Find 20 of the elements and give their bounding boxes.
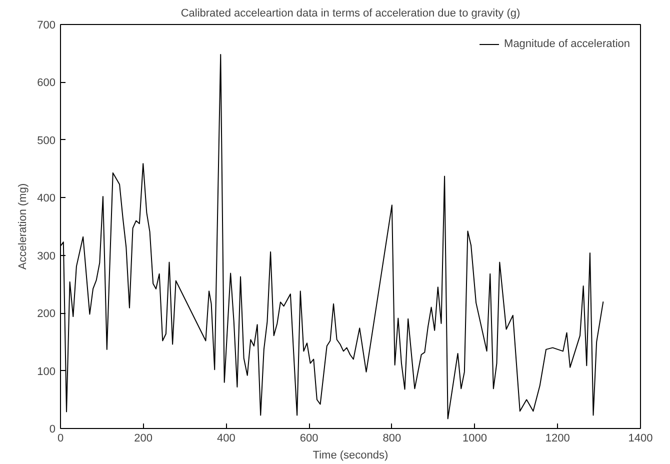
x-tick-label: 200 [134, 432, 153, 444]
y-tick-label: 300 [37, 250, 56, 262]
y-tick-label: 400 [37, 192, 56, 205]
y-tick-label: 700 [37, 20, 56, 32]
x-tick-label: 1400 [628, 432, 653, 444]
x-tick-label: 400 [217, 432, 236, 444]
x-tick-label: 1000 [462, 432, 488, 444]
legend-label: Magnitude of acceleration [504, 38, 630, 50]
y-tick-label: 100 [37, 366, 56, 378]
y-tick-label: 500 [37, 134, 56, 147]
chart-title: Calibrated acceleartion data in terms of acceleration due to gravity (g) [180, 8, 520, 20]
x-tick-label: 600 [300, 432, 318, 444]
x-tick-label: 0 [57, 432, 64, 444]
y-tick-label: 600 [37, 77, 56, 90]
y-tick-label: 0 [49, 424, 56, 436]
y-axis-title: Acceleration (mg) [17, 183, 30, 270]
x-tick-label: 1200 [545, 432, 570, 444]
x-tick-label: 800 [382, 432, 402, 444]
y-tick-label: 200 [37, 308, 56, 320]
x-axis-title: Time (seconds) [312, 450, 388, 462]
